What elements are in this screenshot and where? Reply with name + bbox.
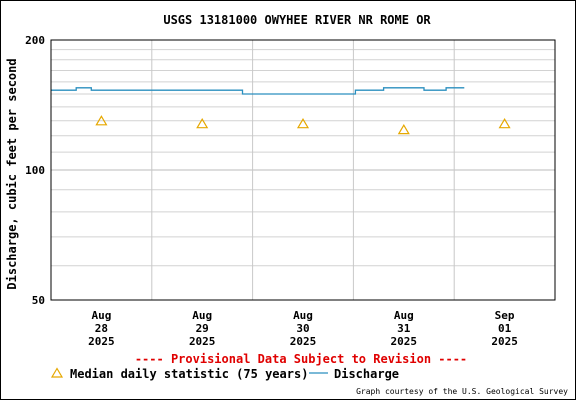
x-tick-label-year: 2025 bbox=[290, 335, 317, 348]
x-tick-label-month: Aug bbox=[91, 309, 111, 322]
median-marker bbox=[498, 118, 511, 129]
legend-discharge-label: Discharge bbox=[334, 367, 399, 381]
grid-lines bbox=[51, 40, 555, 300]
plot-border bbox=[50, 39, 556, 301]
median-marker bbox=[95, 115, 108, 126]
x-tick-label-month: Aug bbox=[192, 309, 212, 322]
x-tick-label-year: 2025 bbox=[391, 335, 418, 348]
x-tick-label-year: 2025 bbox=[88, 335, 115, 348]
x-tick-label-day: 01 bbox=[498, 322, 512, 335]
credit-note: Graph courtesy of the U.S. Geological Su… bbox=[356, 387, 568, 396]
x-tick-label-day: 30 bbox=[296, 322, 309, 335]
legend: Median daily statistic (75 years) Discha… bbox=[50, 367, 399, 381]
x-tick-label-day: 31 bbox=[397, 322, 411, 335]
provisional-note: ---- Provisional Data Subject to Revisio… bbox=[135, 352, 467, 366]
y-tick-label: 100 bbox=[25, 164, 45, 177]
x-tick-label-month: Aug bbox=[293, 309, 313, 322]
legend-median-icon bbox=[50, 367, 64, 378]
y-tick-label: 200 bbox=[25, 34, 45, 47]
discharge-line bbox=[51, 87, 465, 95]
series-layer bbox=[51, 87, 511, 135]
y-axis-label: Discharge, cubic feet per second bbox=[5, 58, 19, 289]
x-tick-label-month: Sep bbox=[495, 309, 515, 322]
legend-median-label: Median daily statistic (75 years) bbox=[70, 367, 308, 381]
x-tick-labels: Aug282025Aug292025Aug302025Aug312025Sep0… bbox=[88, 309, 518, 348]
chart-title: USGS 13181000 OWYHEE RIVER NR ROME OR bbox=[163, 13, 431, 27]
y-tick-labels: 200 100 50 bbox=[25, 34, 45, 307]
x-tick-label-month: Aug bbox=[394, 309, 414, 322]
median-marker bbox=[296, 118, 310, 129]
y-tick-label: 50 bbox=[32, 294, 45, 307]
x-tick-label-day: 28 bbox=[95, 322, 108, 335]
median-marker bbox=[196, 118, 209, 129]
median-marker bbox=[397, 123, 410, 135]
x-tick-label-year: 2025 bbox=[189, 335, 216, 348]
x-tick-label-day: 29 bbox=[196, 322, 209, 335]
x-tick-label-year: 2025 bbox=[491, 335, 518, 348]
